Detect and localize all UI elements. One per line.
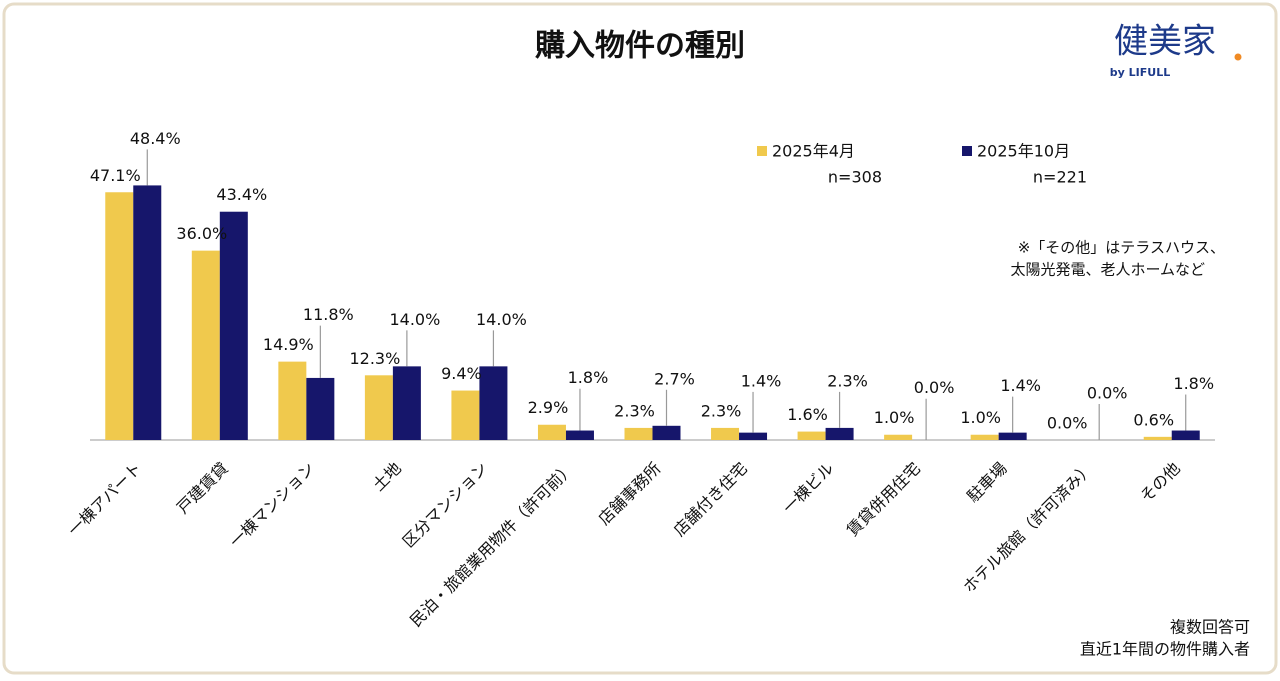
bar	[652, 425, 681, 440]
x-tick-label: 一棟マンション	[226, 459, 319, 552]
value-label: 14.9%	[263, 335, 314, 354]
value-label: 43.4%	[216, 185, 267, 204]
value-label: 36.0%	[176, 224, 227, 243]
bar	[306, 377, 335, 440]
x-tick-label: 店舗付き住宅	[670, 459, 751, 540]
bar	[998, 432, 1027, 440]
legend-swatch	[962, 146, 972, 156]
legend-n: n=308	[828, 168, 882, 187]
bar	[1171, 430, 1200, 440]
value-label: 2.7%	[654, 369, 695, 388]
value-label: 1.4%	[1000, 376, 1041, 395]
x-tick-label: 一棟ビル	[779, 459, 838, 518]
legend-n: n=221	[1033, 168, 1087, 187]
bar	[624, 427, 653, 440]
note: ※「その他」はテラスハウス、	[1018, 239, 1225, 257]
value-label: 0.0%	[1087, 384, 1128, 403]
bar	[364, 375, 393, 440]
value-label: 0.6%	[1133, 410, 1174, 429]
value-label: 2.3%	[701, 401, 742, 420]
bar	[797, 431, 826, 440]
value-label: 2.3%	[614, 401, 655, 420]
legend-swatch	[757, 146, 767, 156]
value-label: 2.3%	[827, 371, 868, 390]
value-label: 0.0%	[1047, 414, 1088, 433]
x-tick-label: 土地	[369, 459, 405, 495]
bar	[133, 185, 162, 440]
bar	[105, 192, 134, 440]
value-label: 47.1%	[90, 166, 141, 185]
value-label: 1.0%	[874, 408, 915, 427]
value-label: 1.8%	[568, 368, 609, 387]
bar	[451, 390, 480, 440]
footnote: 複数回答可	[1170, 618, 1250, 637]
bar	[970, 434, 999, 440]
chart-title: 購入物件の種別	[535, 29, 745, 64]
value-label: 2.9%	[528, 398, 569, 417]
logo-dot	[1234, 53, 1242, 61]
bar	[479, 366, 508, 440]
bar	[739, 432, 768, 440]
footnote: 直近1年間の物件購入者	[1080, 640, 1250, 659]
x-tick-label: 民泊・旅館業用物件（許可前）	[406, 459, 578, 631]
value-label: 1.4%	[741, 371, 782, 390]
x-tick-label: 区分マンション	[399, 459, 492, 552]
value-label: 1.8%	[1173, 374, 1214, 393]
legend-label: 2025年10月	[977, 142, 1070, 161]
value-label: 1.0%	[960, 408, 1001, 427]
legend-label: 2025年4月	[772, 142, 855, 161]
note: 太陽光発電、老人ホームなど	[1010, 261, 1205, 279]
bar	[884, 434, 913, 440]
value-label: 11.8%	[303, 305, 354, 324]
x-tick-label: 駐車場	[963, 459, 1010, 506]
value-label: 14.0%	[476, 310, 527, 329]
bar	[219, 211, 248, 440]
value-label: 9.4%	[441, 364, 482, 383]
bar	[191, 250, 220, 440]
value-label: 14.0%	[389, 310, 440, 329]
value-label: 0.0%	[914, 378, 955, 397]
value-label: 48.4%	[130, 129, 181, 148]
bar	[711, 427, 740, 440]
x-tick-label: 賃貸併用住宅	[843, 459, 924, 540]
x-tick-label: 一棟アパート	[64, 459, 145, 540]
logo: 健美家	[1114, 22, 1216, 62]
logo-sub: by LIFULL	[1110, 66, 1170, 79]
bar	[1143, 436, 1172, 440]
bar	[392, 366, 421, 440]
x-tick-label: 戸建賃貸	[173, 459, 232, 518]
value-label: 1.6%	[787, 405, 828, 424]
bar	[825, 427, 854, 440]
value-label: 12.3%	[349, 349, 400, 368]
x-tick-label: 店舗事務所	[594, 459, 664, 529]
bar	[537, 424, 566, 440]
bar	[565, 430, 594, 440]
bar	[278, 361, 307, 440]
x-tick-label: その他	[1136, 459, 1183, 506]
